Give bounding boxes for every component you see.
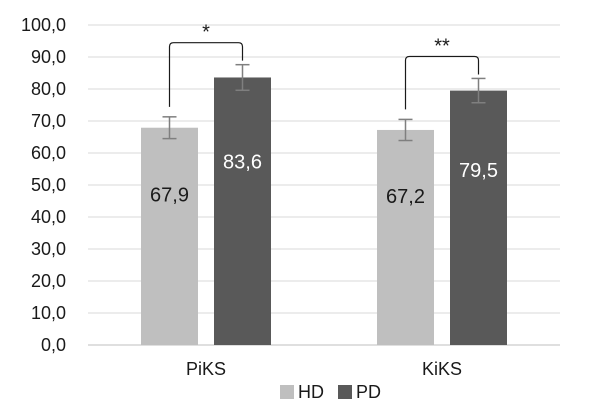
- data-label: 67,2: [386, 186, 425, 208]
- significance-bracket: [168, 42, 244, 107]
- significance-marker: **: [434, 35, 450, 57]
- significance-bracket: [404, 55, 480, 110]
- y-axis-tick-labels: 0,0 10,0 20,0 30,0 40,0 50,0 60,0 70,0 80,0 90,0 1…: [21, 15, 66, 355]
- x-axis-category-labels: PiKS KiKS: [186, 359, 462, 379]
- y-tick-label: 100,0: [21, 15, 66, 35]
- legend-swatch: [280, 385, 294, 399]
- y-tick-label: 20,0: [31, 271, 66, 291]
- data-label: 67,9: [150, 185, 189, 207]
- legend: HD PD: [280, 382, 381, 402]
- y-tick-label: 80,0: [31, 79, 66, 99]
- significance-brackets: ***: [168, 22, 480, 110]
- data-labels: 67,9 83,6 67,2 79,5: [150, 151, 498, 208]
- bars: [141, 77, 507, 345]
- bar-pd-piks: [214, 77, 271, 345]
- y-tick-label: 10,0: [31, 303, 66, 323]
- legend-swatch: [338, 385, 352, 399]
- y-tick-label: 30,0: [31, 239, 66, 259]
- significance-marker: *: [202, 22, 210, 44]
- x-tick-label: PiKS: [186, 359, 226, 379]
- bar-hd-piks: [141, 127, 198, 345]
- y-tick-label: 50,0: [31, 175, 66, 195]
- y-tick-label: 60,0: [31, 143, 66, 163]
- x-tick-label: KiKS: [422, 359, 462, 379]
- error-bars: [162, 63, 486, 142]
- y-tick-label: 40,0: [31, 207, 66, 227]
- data-label: 79,5: [459, 160, 498, 182]
- bar-hd-kiks: [377, 129, 434, 345]
- y-tick-label: 90,0: [31, 47, 66, 67]
- data-label: 83,6: [223, 151, 262, 173]
- y-tick-label: 70,0: [31, 111, 66, 131]
- legend-label: HD: [298, 382, 324, 402]
- bar-pd-kiks: [450, 90, 507, 345]
- legend-label: PD: [356, 382, 381, 402]
- y-tick-label: 0,0: [41, 335, 66, 355]
